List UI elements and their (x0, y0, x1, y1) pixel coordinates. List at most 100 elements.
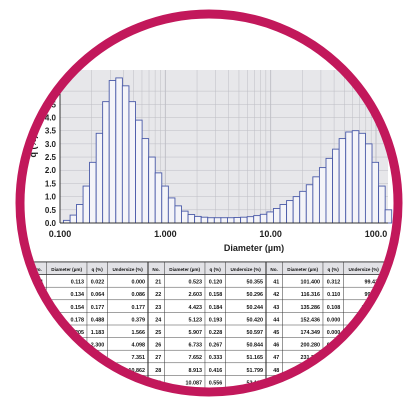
table-cell: 101.400 (300, 280, 320, 286)
table-cell: 0.108 (327, 305, 341, 311)
table-cell: 5 (40, 330, 43, 336)
table-cell: 0.228 (209, 330, 223, 336)
table-cell: 51.799 (247, 368, 264, 374)
histogram-bar (266, 211, 274, 224)
table-cell: 0.134 (70, 292, 84, 298)
table-cell: 6 (40, 343, 43, 349)
histogram-bar (384, 209, 393, 224)
table-cell: 0.177 (91, 305, 105, 311)
table-cell: 0.193 (209, 317, 223, 323)
table-cell: 1.183 (91, 330, 105, 336)
table-cell: 8 (40, 368, 43, 374)
table-cell: 48 (273, 368, 279, 374)
table-header-cell: Undersize (%) (112, 267, 143, 272)
histogram-bar (213, 217, 222, 224)
table-cell: 0.000 (327, 330, 341, 336)
table-cell: 200.280 (300, 343, 320, 349)
table-cell: 308.640 (300, 380, 320, 386)
table-header-cell: Undersize (%) (230, 267, 261, 272)
table-cell: 0.312 (327, 280, 341, 286)
y-tick-label: 3.0 (45, 140, 57, 149)
table-cell: 47 (273, 355, 279, 361)
table-cell: 51.165 (247, 355, 264, 361)
table-cell: 0.000 (132, 280, 146, 286)
table-cell: 7 (40, 355, 43, 361)
histogram-bar (108, 80, 117, 224)
table-cell: 50.597 (247, 330, 264, 336)
histogram-bar (272, 208, 281, 224)
table-cell: 174.349 (300, 330, 320, 336)
histogram-bar (299, 190, 307, 224)
table-cell: 10.087 (185, 380, 202, 386)
table-cell: 24 (155, 317, 161, 323)
y-tick-label: 2.5 (45, 153, 57, 162)
table-header-cell: No. (152, 267, 159, 272)
table-cell: 22 (155, 292, 161, 298)
table-cell: 0.086 (132, 292, 146, 298)
histogram-bar (286, 200, 294, 224)
y-tick-label: 0.0 (45, 219, 57, 228)
x-tick-label: 100.0 (365, 229, 388, 239)
table-cell: 45 (273, 330, 279, 336)
histogram-bar (69, 214, 78, 224)
histogram-bar (115, 77, 123, 224)
table-cell: 100.000 (362, 343, 382, 349)
histogram-bar (371, 161, 380, 224)
histogram-bar (207, 217, 215, 224)
table-cell: 116.316 (301, 292, 320, 298)
y-tick-label: 1.5 (45, 179, 57, 188)
y-tick-label: 1.0 (45, 193, 57, 202)
magnifier-ring (15, 9, 403, 397)
table-cell: 20.661 (129, 393, 146, 399)
table-cell: 0.184 (209, 305, 223, 311)
table-cell: 0.523 (188, 280, 202, 286)
table-cell: 0.154 (70, 305, 84, 311)
table-header-cell: No. (270, 267, 277, 272)
x-tick-label: 1.000 (154, 229, 177, 239)
histogram-bar (345, 131, 353, 224)
table-cell: 100.000 (362, 330, 382, 336)
table-cell: 152.436 (300, 317, 320, 323)
table-cell: 0.178 (70, 317, 84, 323)
table-cell: 0.267 (209, 343, 223, 349)
table-cell: 5.123 (188, 317, 202, 323)
table-header-cell: Diameter (µm) (287, 267, 318, 272)
table-cell: 0.022 (91, 280, 105, 286)
table-header-cell: q (%) (210, 267, 222, 272)
histogram-bar (102, 101, 110, 224)
table-cell: 0.113 (71, 280, 84, 286)
histogram-bar (332, 148, 340, 224)
table-cell: 0.177 (132, 305, 146, 311)
histogram-bar (246, 216, 255, 224)
table-cell: 100.000 (362, 393, 382, 399)
table-cell: 5.183 (91, 380, 105, 386)
table-cell: 21 (155, 280, 161, 286)
table-cell: 44 (273, 317, 279, 323)
table-cell: 0.000 (327, 368, 341, 374)
table-header-cell: q (%) (92, 267, 104, 272)
table-cell: 4.423 (188, 305, 202, 311)
data-table: No. Diameter (µm) q (%) Undersize (%)1 0.113… (29, 261, 385, 399)
histogram-bar (200, 216, 209, 224)
table-header-cell: Undersize (%) (348, 267, 379, 272)
histogram-bar (292, 196, 301, 224)
histogram-bar (358, 132, 366, 224)
table-cell: 0.416 (209, 368, 223, 374)
table-cell: 100.000 (362, 317, 382, 323)
table-cell: 0.110 (327, 292, 340, 298)
histogram-bar (167, 197, 176, 224)
table-cell: 5.486 (91, 393, 105, 399)
histogram-bar (312, 176, 320, 224)
table-cell: 4.475 (91, 368, 105, 374)
table-cell: 0.379 (132, 317, 146, 323)
x-axis-label: Diameter (µm) (224, 243, 284, 253)
table-cell: 7.351 (132, 355, 146, 361)
table-cell: 25 (155, 330, 161, 336)
histogram-bar (338, 138, 347, 224)
table-cell: 10 (37, 393, 43, 399)
y-tick-label: 3.5 (45, 127, 57, 136)
table-cell: 6.733 (188, 343, 202, 349)
table-cell: 50.296 (247, 292, 264, 298)
